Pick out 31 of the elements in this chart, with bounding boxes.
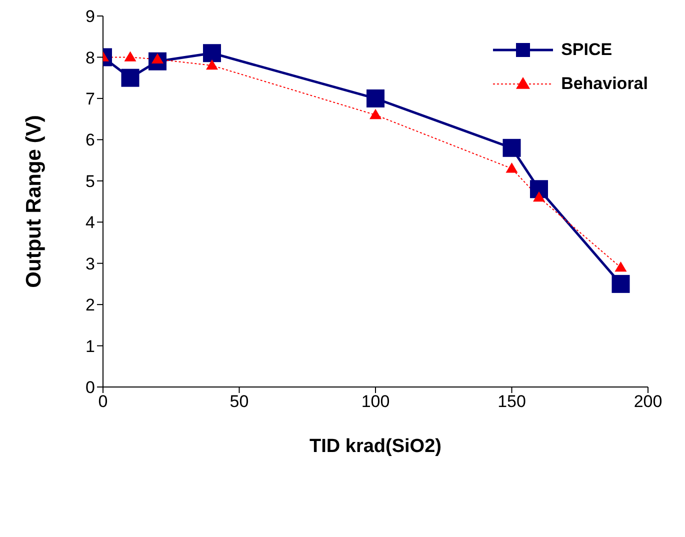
x-tick-label: 0 bbox=[98, 392, 108, 412]
legend-label: SPICE bbox=[561, 40, 612, 60]
x-tick-label: 100 bbox=[361, 392, 390, 412]
x-tick-label: 200 bbox=[634, 392, 662, 412]
point bbox=[612, 274, 630, 293]
y-tick-label: 2 bbox=[86, 296, 95, 315]
point bbox=[206, 59, 218, 70]
point bbox=[530, 180, 548, 198]
point bbox=[502, 138, 521, 157]
point bbox=[124, 51, 136, 62]
y-tick-label: 5 bbox=[86, 172, 95, 191]
legend-label: Behavioral bbox=[561, 74, 648, 94]
y-tick-label: 6 bbox=[86, 130, 95, 150]
y-tick-label: 3 bbox=[86, 254, 95, 274]
x-axis-title: TID krad(SiO2) bbox=[310, 436, 442, 457]
y-tick-label: 4 bbox=[86, 213, 95, 232]
y-axis-title: Output Range (V) bbox=[22, 115, 46, 288]
point bbox=[121, 68, 140, 87]
y-tick-label: 8 bbox=[86, 48, 95, 68]
x-tick-label: 50 bbox=[230, 392, 249, 412]
y-tick-label: 9 bbox=[86, 7, 95, 26]
x-tick-label: 150 bbox=[498, 392, 526, 412]
point bbox=[533, 191, 545, 202]
point bbox=[614, 261, 627, 272]
point bbox=[366, 89, 384, 108]
y-tick-label: 7 bbox=[86, 89, 95, 108]
y-tick-label: 0 bbox=[86, 378, 95, 398]
point bbox=[370, 108, 382, 120]
y-tick-label: 1 bbox=[86, 336, 95, 356]
point bbox=[203, 44, 221, 62]
point bbox=[506, 162, 518, 173]
